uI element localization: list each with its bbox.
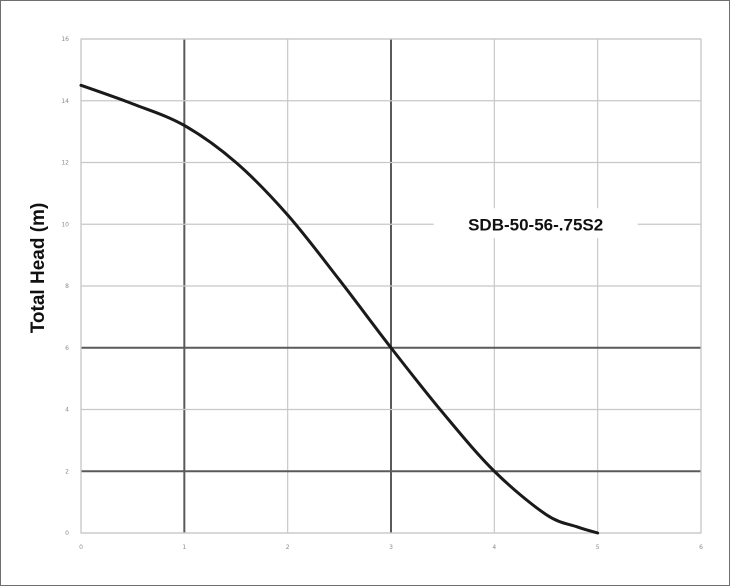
y-tick-label-6: 6 [65,345,69,352]
grid [80,38,702,534]
y-tick-label-4: 4 [65,407,69,414]
x-tick-label-2: 2 [286,544,290,551]
y-axis-title: Total Head (m) [28,203,49,334]
y-tick-label-12: 12 [61,160,69,167]
y-tick-label-8: 8 [65,283,69,290]
annotations: SDB-50-56-.75S2 [433,208,638,239]
x-tick-label-4: 4 [492,544,496,551]
x-tick-label-0: 0 [79,544,83,551]
y-tick-label-10: 10 [61,221,69,228]
series [79,83,600,535]
x-tick-label-6: 6 [699,544,703,551]
x-tick-label-5: 5 [596,544,600,551]
plot-frame [80,38,702,534]
series-label: SDB-50-56-.75S2 [468,215,603,234]
y-tick-label-2: 2 [65,468,69,475]
series-label-background [433,208,638,239]
x-tick-label-3: 3 [389,544,393,551]
series-line-0 [79,83,600,535]
x-tick-label-1: 1 [182,544,186,551]
y-tick-label-0: 0 [65,530,69,537]
y-tick-label-16: 16 [61,36,69,43]
y-tick-label-14: 14 [61,98,69,105]
